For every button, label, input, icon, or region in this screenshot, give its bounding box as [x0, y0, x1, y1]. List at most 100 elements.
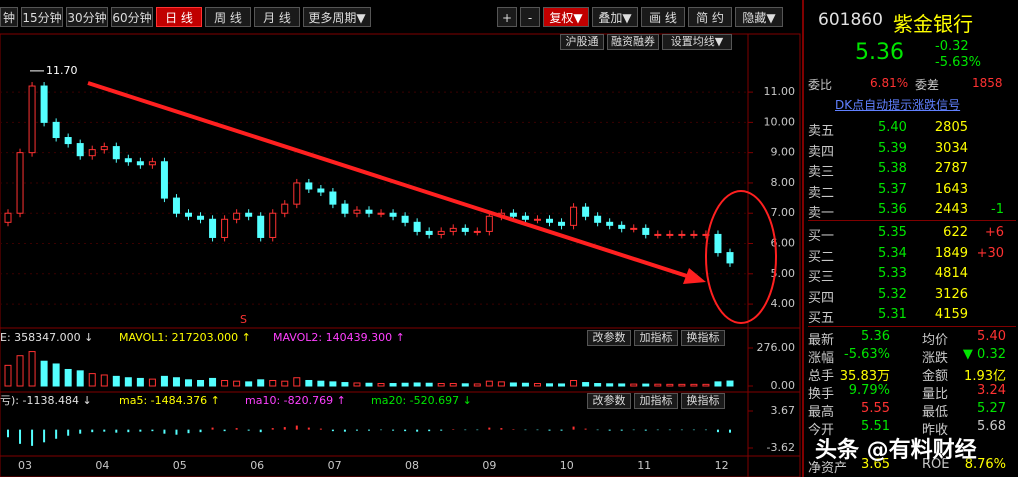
tool-button[interactable]: 隐藏▼ [735, 7, 783, 27]
volume-bar [28, 351, 36, 387]
candle [257, 215, 265, 238]
tool-button[interactable]: 画 线 [641, 7, 685, 27]
indicator-value: ma5: -1484.376 ↑ [119, 394, 220, 407]
watermark: 头条 @有料财经 [815, 438, 977, 463]
indicator-button[interactable]: 改参数 [587, 393, 631, 409]
period-button[interactable]: 60分钟 [111, 7, 153, 27]
volume-bar [485, 380, 493, 387]
book-price: 5.34 [878, 245, 907, 261]
max-label: 11.70 [46, 64, 78, 77]
indicator-button[interactable]: 改参数 [587, 330, 631, 346]
volume-bar [606, 383, 614, 387]
period-button[interactable]: 日 线 [156, 7, 202, 27]
volume-bar [317, 380, 325, 387]
sub-button[interactable]: 沪股通 [560, 34, 604, 50]
stat-label: 最新 [808, 333, 835, 348]
indicator-button[interactable]: 换指标 [681, 393, 725, 409]
x-label: 11 [637, 459, 651, 472]
volume-bar [690, 383, 698, 387]
sub-button[interactable]: 设置均线▼ [662, 34, 732, 50]
candle [353, 209, 361, 214]
tool-button[interactable]: + [497, 7, 517, 27]
book-delta: +30 [976, 245, 1004, 261]
period-button[interactable]: 月 线 [254, 7, 300, 27]
indicator-value: ma20: -520.697 ↓ [371, 394, 472, 407]
tool-button[interactable]: 复权▼ [543, 7, 589, 27]
stat-label: 金额 [922, 369, 949, 384]
signal-link[interactable]: DK点自动提示涨跌信号 [835, 98, 961, 112]
indicator-button[interactable]: 加指标 [634, 393, 678, 409]
book-price: 5.39 [878, 140, 907, 156]
candle [233, 212, 241, 220]
book-label: 卖二 [808, 185, 835, 201]
book-price: 5.33 [878, 266, 907, 281]
volume-bar [401, 382, 409, 387]
stat-label: 最高 [808, 405, 835, 420]
volume-bar [233, 380, 241, 387]
stat-value: 9.79% [848, 383, 890, 398]
candle [413, 221, 421, 232]
stat-label: 均价 [922, 333, 949, 348]
x-label: 03 [18, 459, 32, 472]
candle [148, 161, 156, 166]
label: 委比 [808, 78, 833, 92]
book-price: 5.37 [878, 181, 907, 197]
volume-bar [221, 379, 229, 387]
stat-value: 3.24 [977, 383, 1006, 398]
book-delta: +6 [984, 225, 1004, 240]
candle [160, 161, 168, 199]
tool-button[interactable]: 叠加▼ [592, 7, 638, 27]
candle [172, 197, 180, 214]
period-button[interactable]: 15分钟 [21, 7, 63, 27]
volume-bar [570, 379, 578, 387]
volume-bar [714, 381, 722, 387]
candle [365, 209, 373, 214]
book-price: 5.32 [878, 286, 907, 302]
period-button[interactable]: 更多周期▼ [303, 7, 371, 27]
book-volume: 1849 [934, 245, 968, 261]
book-volume: 1643 [934, 181, 968, 197]
x-label: 10 [560, 459, 574, 472]
tool-button[interactable]: 简 约 [688, 7, 732, 27]
candle [461, 227, 469, 232]
book-label: 买五 [808, 311, 835, 326]
stat-label: 涨幅 [808, 351, 835, 366]
period-button[interactable]: 30分钟 [66, 7, 108, 27]
volume-bar [546, 383, 553, 387]
indicator-button[interactable]: 换指标 [681, 330, 725, 346]
volume-bar [124, 377, 132, 387]
candle [533, 218, 541, 221]
candle [726, 252, 734, 264]
volume-bar [172, 377, 180, 387]
period-button[interactable]: 周 线 [205, 7, 251, 27]
stat-label: 净资产 [808, 461, 848, 476]
candle [509, 212, 517, 217]
candle [377, 212, 385, 215]
book-price: 5.35 [878, 225, 907, 240]
kline-chart: S 11.00 10.00 9.00 8.00 7.00 6.00 5.00 4.00 11.7… [0, 33, 801, 477]
signal-icon: S [240, 313, 247, 326]
order-ratio: 6.81% [870, 76, 909, 90]
candle [702, 233, 710, 236]
book-volume: 2787 [934, 161, 968, 176]
book-label: 买一 [808, 229, 835, 244]
book-label: 买四 [808, 290, 835, 306]
period-button[interactable]: 钟 [0, 7, 18, 27]
x-label: 06 [250, 459, 264, 472]
candle [485, 215, 493, 232]
volume-bar [509, 382, 517, 387]
candle [40, 85, 48, 123]
tool-button[interactable]: - [520, 7, 540, 27]
price-change: -0.32 [935, 39, 969, 54]
candle [221, 218, 229, 238]
indicator-button[interactable]: 加指标 [634, 330, 678, 346]
volume-bar [160, 375, 168, 387]
last-price: 5.36 [855, 40, 904, 65]
book-volume: 622 [943, 225, 968, 240]
stat-value: 5.68 [977, 419, 1006, 434]
x-label: 07 [328, 459, 342, 472]
volume-bar [136, 377, 144, 387]
volume-bar [702, 383, 710, 387]
sub-button[interactable]: 融资融券 [607, 34, 659, 50]
book-price: 5.38 [878, 161, 907, 176]
